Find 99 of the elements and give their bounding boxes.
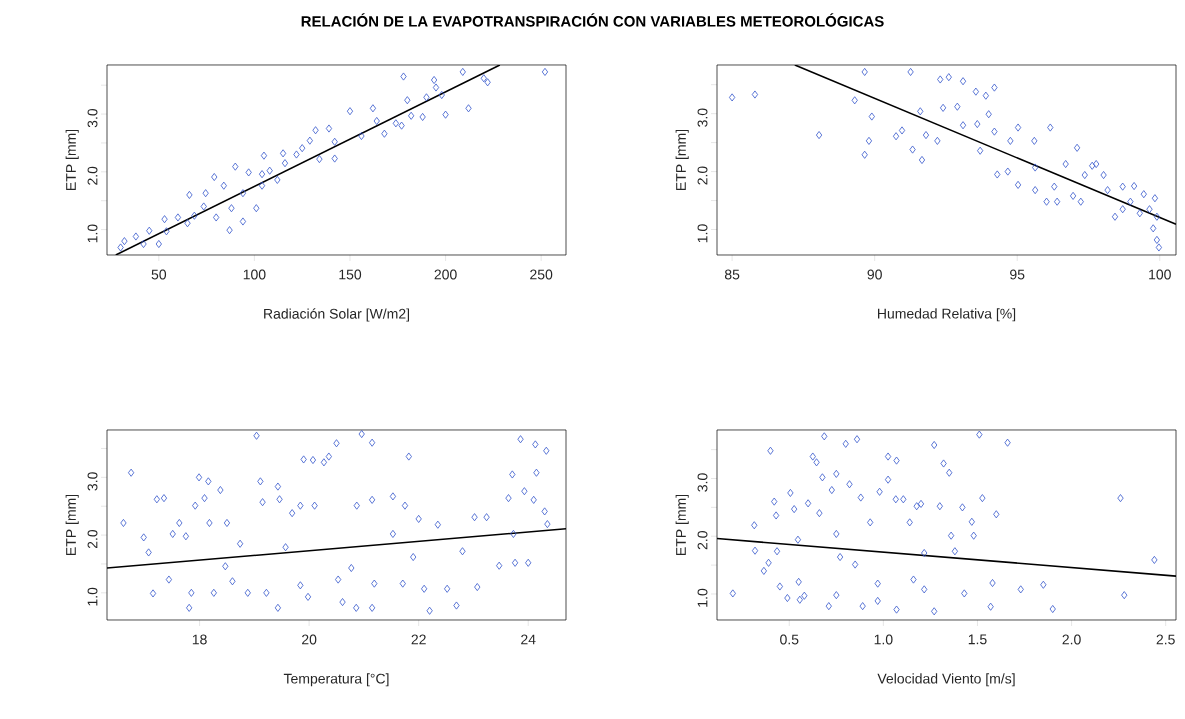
y-tick-label: 1.0 <box>87 224 98 243</box>
point <box>306 136 313 145</box>
point <box>163 227 170 236</box>
x-tick-label: 150 <box>339 269 362 280</box>
x-tick-label: 22 <box>411 634 426 645</box>
point <box>117 243 124 252</box>
y-tick-label: 1.0 <box>87 587 98 606</box>
point <box>398 121 405 130</box>
point <box>228 204 235 213</box>
point <box>155 240 162 249</box>
point <box>346 107 354 116</box>
point <box>381 129 388 138</box>
chart-title: RELACIÓN DE LA EVAPOTRANSPIRACIÓN CON VARIABLES METEOROLÓGICAS <box>301 13 884 27</box>
point <box>245 168 252 177</box>
x-tick-label: 200 <box>434 269 457 280</box>
point <box>200 202 207 211</box>
point <box>253 204 260 213</box>
point <box>325 124 333 133</box>
point <box>211 173 218 182</box>
x-axis-title: Velocidad Viento [m/s] <box>877 673 1015 687</box>
point <box>202 189 209 198</box>
point <box>279 149 287 158</box>
y-axis-title: ETP [mm] <box>675 494 689 555</box>
x-tick-label: 18 <box>192 634 207 645</box>
point <box>239 189 247 198</box>
point <box>431 76 438 84</box>
x-axis-title: Humedad Relativa [%] <box>878 308 1016 322</box>
y-tick-label: 3.0 <box>87 472 98 491</box>
x-tick-label: 95 <box>1010 269 1025 280</box>
point <box>331 137 338 146</box>
y-axis-title: ETP [mm] <box>65 494 79 555</box>
point <box>132 232 139 241</box>
x-tick-label: 1.5 <box>968 634 987 645</box>
x-tick-label: 100 <box>1149 269 1171 280</box>
point <box>232 162 239 171</box>
x-tick-label: 20 <box>302 634 317 645</box>
x-tick-label: 2.0 <box>1062 634 1081 645</box>
point <box>312 126 319 135</box>
point <box>266 166 273 175</box>
point <box>400 72 407 81</box>
point <box>174 213 182 222</box>
x-tick-label: 0.5 <box>780 634 799 645</box>
point <box>274 175 281 184</box>
point <box>121 237 128 246</box>
point <box>404 96 411 105</box>
point <box>392 119 399 128</box>
x-axis-title: Temperatura [°C] <box>283 673 389 687</box>
point <box>316 155 323 164</box>
point <box>484 78 491 87</box>
point <box>220 181 227 190</box>
point <box>191 211 198 220</box>
point <box>423 93 430 102</box>
point <box>239 217 247 226</box>
point <box>419 112 426 121</box>
point <box>358 132 365 141</box>
point <box>432 83 440 92</box>
y-tick-label: 2.0 <box>87 166 98 185</box>
point <box>373 117 380 125</box>
point <box>442 110 449 119</box>
x-tick-label: 2.5 <box>1156 634 1175 645</box>
point <box>184 219 191 228</box>
y-tick-label: 1.0 <box>697 224 708 243</box>
point <box>459 67 466 76</box>
point <box>465 104 472 113</box>
point <box>260 151 268 160</box>
point <box>186 190 193 199</box>
point <box>258 181 266 190</box>
x-tick-label: 90 <box>867 269 882 280</box>
point <box>140 240 147 249</box>
point <box>226 226 233 235</box>
point <box>258 170 266 179</box>
y-tick-label: 1.0 <box>697 588 708 607</box>
y-axis-title: ETP [mm] <box>65 129 79 190</box>
point <box>408 111 415 120</box>
x-tick-label: 50 <box>151 269 167 280</box>
y-tick-label: 3.0 <box>87 108 98 128</box>
point <box>331 154 338 163</box>
point <box>369 104 377 113</box>
point <box>541 67 549 76</box>
y-tick-label: 3.0 <box>697 473 708 492</box>
point <box>281 159 289 168</box>
y-tick-label: 2.0 <box>87 529 98 549</box>
y-tick-label: 2.0 <box>697 166 708 185</box>
y-axis-title: ETP [mm] <box>675 129 689 190</box>
x-axis-title: Radiación Solar [W/m2] <box>264 308 409 322</box>
point <box>161 215 168 224</box>
x-tick-label: 100 <box>243 269 266 280</box>
y-tick-label: 2.0 <box>697 531 708 550</box>
x-tick-label: 24 <box>521 634 536 645</box>
y-tick-label: 3.0 <box>697 108 708 127</box>
x-tick-label: 250 <box>530 269 553 280</box>
point <box>438 91 445 100</box>
point <box>293 150 300 159</box>
point <box>480 74 487 83</box>
point <box>299 144 306 153</box>
point <box>213 213 220 222</box>
point <box>146 226 153 235</box>
x-tick-label: 85 <box>724 269 740 280</box>
x-tick-label: 1.0 <box>874 634 893 645</box>
